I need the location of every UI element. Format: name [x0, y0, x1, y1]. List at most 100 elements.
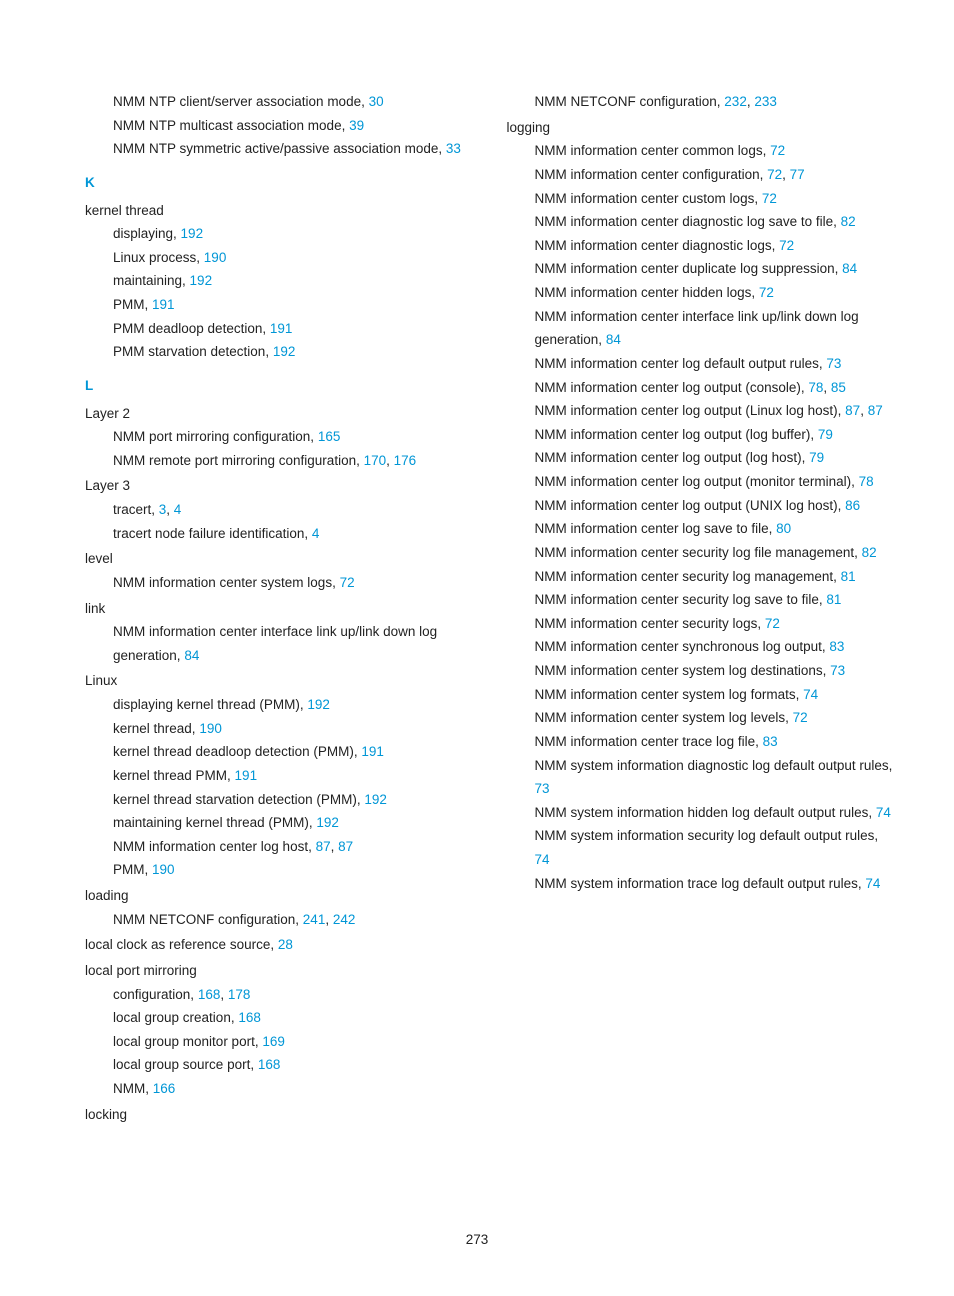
entry-text: NMM information center system log format…: [535, 687, 804, 702]
page-ref[interactable]: 86: [845, 498, 860, 513]
page-ref[interactable]: 78: [808, 380, 823, 395]
entry-text: NMM system information diagnostic log de…: [535, 758, 893, 773]
index-entry: maintaining, 192: [113, 269, 473, 293]
page-ref[interactable]: 72: [759, 285, 774, 300]
page-ref[interactable]: 82: [862, 545, 877, 560]
index-entry: displaying, 192: [113, 222, 473, 246]
page-ref[interactable]: 73: [830, 663, 845, 678]
entry-text: NMM information center diagnostic logs,: [535, 238, 780, 253]
page-ref[interactable]: 72: [779, 238, 794, 253]
page-ref[interactable]: 178: [228, 987, 251, 1002]
entry-text: NMM system information hidden log defaul…: [535, 805, 876, 820]
page-ref[interactable]: 4: [174, 502, 182, 517]
page-ref[interactable]: 176: [394, 453, 417, 468]
index-entry: displaying kernel thread (PMM), 192: [113, 693, 473, 717]
page-ref[interactable]: 80: [776, 521, 791, 536]
index-entry: local group monitor port, 169: [113, 1030, 473, 1054]
page-ref[interactable]: 192: [364, 792, 387, 807]
page-ref[interactable]: 79: [818, 427, 833, 442]
entry-text: NMM,: [113, 1081, 153, 1096]
entry-text: maintaining kernel thread (PMM),: [113, 815, 316, 830]
page-ref[interactable]: 74: [876, 805, 891, 820]
page-ref[interactable]: 39: [349, 118, 364, 133]
page-ref[interactable]: 84: [842, 261, 857, 276]
page-ref[interactable]: 190: [199, 721, 222, 736]
page-ref[interactable]: 166: [153, 1081, 176, 1096]
index-entry: NMM information center system logs, 72: [113, 571, 473, 595]
page-ref[interactable]: 84: [184, 648, 199, 663]
page-ref[interactable]: 81: [826, 592, 841, 607]
page-ref[interactable]: 82: [841, 214, 856, 229]
ref-separator: ,: [220, 987, 228, 1002]
page-ref[interactable]: 74: [535, 852, 550, 867]
page-ref[interactable]: 4: [312, 526, 320, 541]
entry-text: NMM system information security log defa…: [535, 828, 879, 843]
page-ref[interactable]: 72: [762, 191, 777, 206]
page-ref[interactable]: 192: [316, 815, 339, 830]
index-entry: NMM information center log output (conso…: [535, 376, 895, 400]
page-ref[interactable]: 191: [270, 321, 293, 336]
page-ref[interactable]: 168: [198, 987, 221, 1002]
page-ref[interactable]: 168: [258, 1057, 281, 1072]
entry-text: NMM system information trace log default…: [535, 876, 866, 891]
page-ref[interactable]: 191: [361, 744, 384, 759]
entry-text: NMM remote port mirroring configuration,: [113, 453, 364, 468]
page-ref[interactable]: 84: [606, 332, 621, 347]
page-ref[interactable]: 192: [190, 273, 213, 288]
index-entry: NMM information center hidden logs, 72: [535, 281, 895, 305]
page-ref[interactable]: 77: [790, 167, 805, 182]
page-ref[interactable]: 87: [845, 403, 860, 418]
page-ref[interactable]: 73: [826, 356, 841, 371]
page-ref[interactable]: 28: [278, 937, 293, 952]
page-ref[interactable]: 72: [767, 167, 782, 182]
index-entry: NMM, 166: [113, 1077, 473, 1101]
page-ref[interactable]: 87: [316, 839, 331, 854]
index-entry: NMM information center system log destin…: [535, 659, 895, 683]
page-ref[interactable]: 72: [765, 616, 780, 631]
page-ref[interactable]: 72: [793, 710, 808, 725]
entry-text: NMM information center security log save…: [535, 592, 827, 607]
index-entry: local group source port, 168: [113, 1053, 473, 1077]
page-ref[interactable]: 87: [868, 403, 883, 418]
index-term: link: [85, 597, 473, 621]
page-ref[interactable]: 170: [364, 453, 387, 468]
page-ref[interactable]: 72: [340, 575, 355, 590]
page-ref[interactable]: 165: [318, 429, 341, 444]
entry-text: NMM NETCONF configuration,: [113, 912, 303, 927]
page-ref[interactable]: 78: [859, 474, 874, 489]
page-ref[interactable]: 233: [754, 94, 777, 109]
page-ref[interactable]: 33: [446, 141, 461, 156]
page-ref[interactable]: 74: [865, 876, 880, 891]
page-ref[interactable]: 30: [369, 94, 384, 109]
index-entry: kernel thread, 190: [113, 717, 473, 741]
page-ref[interactable]: 241: [303, 912, 326, 927]
page-ref[interactable]: 74: [803, 687, 818, 702]
ref-separator: ,: [386, 453, 394, 468]
page-ref[interactable]: 192: [181, 226, 204, 241]
page-ref[interactable]: 191: [152, 297, 175, 312]
page-ref[interactable]: 73: [535, 781, 550, 796]
page-ref[interactable]: 72: [770, 143, 785, 158]
page-ref[interactable]: 192: [273, 344, 296, 359]
page-ref[interactable]: 83: [763, 734, 778, 749]
page-ref[interactable]: 190: [204, 250, 227, 265]
page-ref[interactable]: 81: [841, 569, 856, 584]
page-ref[interactable]: 79: [809, 450, 824, 465]
page-ref[interactable]: 169: [262, 1034, 285, 1049]
page-ref[interactable]: 85: [831, 380, 846, 395]
column-right: NMM NETCONF configuration, 232, 233 logg…: [507, 90, 895, 1126]
index-entry: NMM information center security logs, 72: [535, 612, 895, 636]
page-ref[interactable]: 191: [235, 768, 258, 783]
page-ref[interactable]: 232: [724, 94, 747, 109]
entry-text: NMM information center interface link up…: [113, 624, 437, 663]
index-entry: NMM NTP client/server association mode, …: [113, 90, 473, 114]
page-ref[interactable]: 168: [238, 1010, 261, 1025]
page-ref[interactable]: 242: [333, 912, 356, 927]
entry-text: kernel thread deadloop detection (PMM),: [113, 744, 361, 759]
page-ref[interactable]: 192: [307, 697, 330, 712]
index-entry: kernel thread deadloop detection (PMM), …: [113, 740, 473, 764]
page-ref[interactable]: 87: [338, 839, 353, 854]
page-ref[interactable]: 83: [829, 639, 844, 654]
index-entry: NMM system information security log defa…: [535, 824, 895, 871]
page-ref[interactable]: 190: [152, 862, 175, 877]
